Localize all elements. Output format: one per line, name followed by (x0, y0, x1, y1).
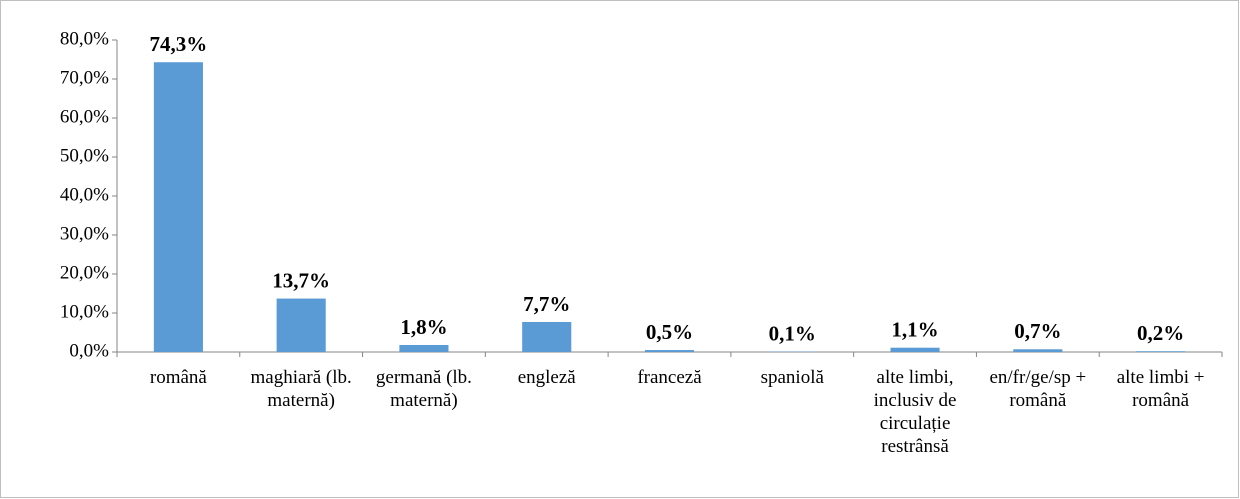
bar (153, 62, 203, 352)
y-tick-label: 30,0% (60, 223, 109, 244)
bar (890, 347, 940, 352)
value-label: 0,1% (769, 321, 816, 345)
x-tick-label: română (149, 367, 207, 388)
y-tick-label: 40,0% (60, 184, 109, 205)
y-tick-label: 0,0% (69, 340, 109, 361)
value-label: 1,8% (400, 315, 447, 339)
value-label: 7,7% (523, 292, 570, 316)
value-label: 1,1% (891, 318, 938, 342)
value-label: 0,2% (1137, 321, 1184, 345)
y-tick-label: 50,0% (60, 145, 109, 166)
y-tick-label: 10,0% (60, 301, 109, 322)
bar (399, 344, 449, 352)
x-tick-label: franceză (637, 367, 702, 388)
x-tick-label: alte limbi + română (1116, 367, 1205, 411)
value-label: 0,7% (1014, 319, 1061, 343)
value-label: 0,5% (646, 320, 693, 344)
y-tick-label: 60,0% (60, 106, 109, 127)
value-label: 74,3% (150, 32, 208, 56)
value-label: 13,7% (272, 268, 330, 292)
x-tick-label: en/fr/ge/sp + română (989, 367, 1087, 411)
x-tick-label: spaniolă (760, 367, 824, 388)
bar (276, 298, 326, 352)
y-tick-label: 20,0% (60, 262, 109, 283)
x-tick-label: maghiară (lb. maternă) (250, 367, 352, 411)
y-tick-label: 80,0% (60, 28, 109, 49)
bar (1013, 349, 1063, 352)
y-tick-label: 70,0% (60, 67, 109, 88)
x-tick-label: germană (lb. maternă) (375, 367, 472, 411)
bar (522, 321, 572, 352)
bar (1136, 351, 1186, 352)
bar (644, 350, 695, 352)
x-tick-label: alte limbi, inclusiv de circulație restr… (873, 367, 957, 457)
x-tick-label: engleză (517, 367, 576, 388)
